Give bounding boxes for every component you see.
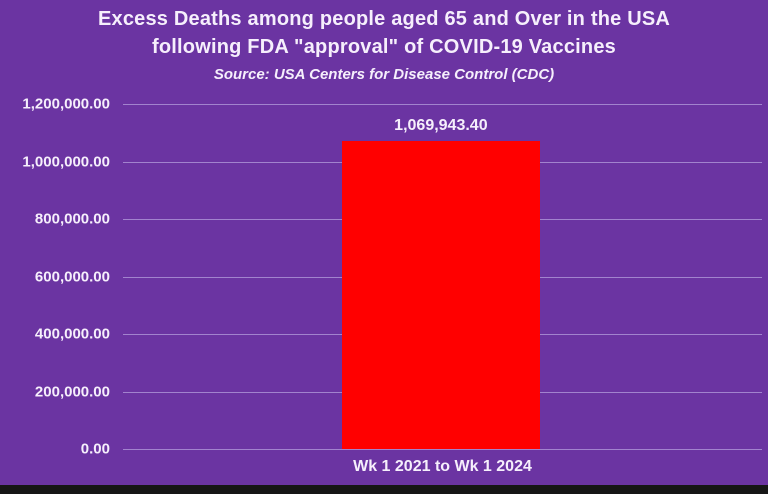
y-axis-labels: 1,200,000.00 1,000,000.00 800,000.00 600,00… bbox=[0, 96, 110, 458]
y-axis-tick-label: 1,200,000.00 bbox=[22, 95, 110, 113]
x-axis-category-label: Wk 1 2021 to Wk 1 2024 bbox=[353, 458, 532, 475]
bar-value-label: 1,069,943.40 bbox=[394, 117, 488, 135]
chart-title-line1: Excess Deaths among people aged 65 and O… bbox=[97, 8, 671, 30]
plot-area: 1,069,943.40 bbox=[123, 104, 762, 450]
gridline bbox=[123, 449, 762, 450]
chart-source-subtitle: Source: USA Centers for Disease Control … bbox=[213, 66, 555, 83]
y-axis-tick-label: 200,000.00 bbox=[34, 383, 110, 400]
y-axis-tick-label: 1,000,000.00 bbox=[22, 153, 110, 170]
y-axis-tick-label: 800,000.00 bbox=[34, 210, 110, 228]
chart-title-line2: following FDA "approval" of COVID-19 Vac… bbox=[152, 36, 616, 58]
y-axis-tick-label: 400,000.00 bbox=[34, 325, 110, 343]
y-axis-tick-label: 600,000.00 bbox=[34, 268, 110, 285]
y-axis-tick-label: 0.00 bbox=[80, 440, 110, 458]
gridline bbox=[123, 104, 762, 105]
bar bbox=[342, 141, 540, 449]
bottom-black-strip bbox=[0, 485, 768, 494]
